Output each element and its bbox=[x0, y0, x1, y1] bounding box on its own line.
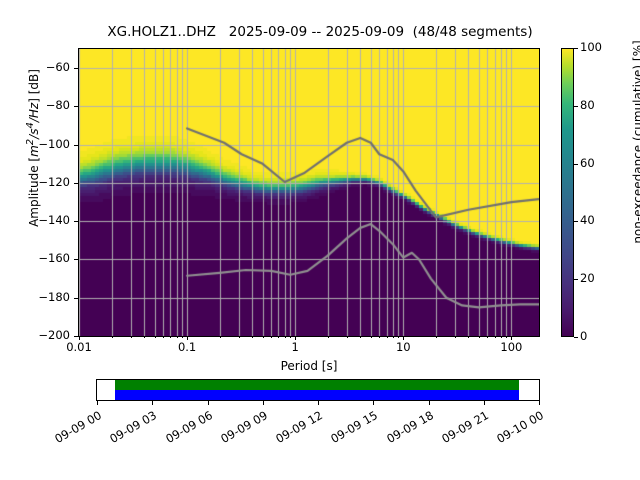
data-coverage-timeline[interactable] bbox=[96, 379, 540, 401]
x-tick-label: 0.01 bbox=[66, 340, 92, 354]
y-tick-mark bbox=[74, 182, 78, 184]
y-tick-mark bbox=[74, 106, 78, 108]
colorbar-tick-label: 40 bbox=[580, 213, 595, 228]
colorbar-tick-label: 60 bbox=[580, 155, 595, 170]
noise-model-canvas bbox=[79, 49, 539, 336]
x-tick-mark-minor bbox=[392, 336, 394, 338]
y-tick-label: −120 bbox=[38, 174, 70, 189]
x-axis-label: Period [s] bbox=[280, 359, 338, 373]
x-tick-mark-minor bbox=[170, 336, 172, 338]
x-tick-mark-minor bbox=[111, 336, 113, 338]
colorbar-tick-mark bbox=[574, 105, 578, 107]
y-tick-label: −200 bbox=[38, 328, 70, 342]
y-tick-label: −80 bbox=[45, 98, 70, 113]
timeline-tick-label: 09-09 12 bbox=[273, 408, 325, 446]
x-tick-mark-minor bbox=[163, 336, 165, 338]
psd-plot-area[interactable] bbox=[78, 48, 540, 337]
timeline-tick-label: 09-09 03 bbox=[107, 408, 160, 446]
timeline-tick-mark bbox=[318, 401, 319, 405]
x-tick-mark-minor bbox=[262, 336, 264, 338]
x-tick-mark-minor bbox=[290, 336, 292, 338]
colorbar-tick-mark bbox=[574, 163, 578, 165]
colorbar-tick-label: 100 bbox=[580, 40, 602, 54]
colorbar-tick-label: 0 bbox=[580, 329, 588, 343]
y-tick-label: −140 bbox=[38, 213, 70, 228]
x-tick-label: 10 bbox=[395, 340, 411, 354]
y-tick-label: −60 bbox=[45, 60, 70, 75]
x-tick-mark bbox=[403, 336, 405, 340]
x-tick-mark bbox=[187, 336, 189, 340]
x-tick-mark-minor bbox=[271, 336, 273, 338]
x-tick-mark-minor bbox=[238, 336, 240, 338]
x-tick-mark-minor bbox=[327, 336, 329, 338]
data-coverage-blue bbox=[115, 390, 520, 400]
timeline-tick-label: 09-09 21 bbox=[438, 408, 491, 446]
timeline-tick-mark bbox=[539, 401, 540, 405]
figure-title: XG.HOLZ1..DHZ 2025-09-09 -- 2025-09-09 (… bbox=[107, 24, 533, 40]
timeline-tick-mark bbox=[483, 401, 485, 405]
colorbar-tick-mark bbox=[574, 221, 578, 223]
y-tick-mark bbox=[74, 68, 78, 70]
x-tick-label: 1 bbox=[291, 340, 299, 354]
colorbar-tick-mark bbox=[574, 279, 578, 281]
x-tick-mark-minor bbox=[284, 336, 286, 338]
colorbar-tick-mark bbox=[574, 337, 578, 338]
timeline-tick-label: 09-09 15 bbox=[328, 408, 381, 446]
x-tick-mark bbox=[295, 336, 297, 340]
x-tick-mark-minor bbox=[468, 336, 470, 338]
x-tick-mark-minor bbox=[435, 336, 437, 338]
timeline-tick-label: 09-09 18 bbox=[383, 408, 436, 446]
x-tick-label: 0.1 bbox=[177, 340, 197, 354]
x-tick-mark bbox=[79, 336, 80, 340]
x-tick-mark-minor bbox=[144, 336, 146, 338]
timeline-tick-mark bbox=[152, 401, 154, 405]
x-tick-mark-minor bbox=[478, 336, 480, 338]
x-tick-mark-minor bbox=[360, 336, 362, 338]
x-tick-mark-minor bbox=[500, 336, 502, 338]
colorbar-tick-label: 20 bbox=[580, 271, 595, 286]
x-tick-mark-minor bbox=[346, 336, 348, 338]
colorbar-tick-label: 80 bbox=[580, 97, 595, 112]
x-tick-mark-minor bbox=[386, 336, 388, 338]
x-tick-mark-minor bbox=[398, 336, 400, 338]
data-coverage-green bbox=[115, 380, 520, 390]
x-tick-mark-minor bbox=[182, 336, 184, 338]
colorbar-tick-mark bbox=[574, 48, 578, 49]
x-tick-mark bbox=[511, 336, 513, 340]
x-tick-mark-minor bbox=[379, 336, 381, 338]
y-tick-label: −180 bbox=[38, 289, 70, 304]
timeline-tick-label: 09-09 09 bbox=[217, 408, 270, 446]
y-tick-mark bbox=[74, 259, 78, 261]
x-tick-mark-minor bbox=[154, 336, 156, 338]
y-tick-mark bbox=[74, 144, 78, 146]
timeline-tick-mark bbox=[373, 401, 375, 405]
x-tick-mark-minor bbox=[370, 336, 372, 338]
x-tick-mark-minor bbox=[252, 336, 254, 338]
timeline-tick-mark bbox=[97, 401, 98, 405]
y-tick-mark bbox=[74, 297, 78, 299]
x-tick-mark-minor bbox=[219, 336, 221, 338]
timeline-tick-label: 09-09 06 bbox=[162, 408, 215, 446]
x-tick-mark-minor bbox=[454, 336, 456, 338]
x-tick-mark-minor bbox=[487, 336, 489, 338]
timeline-tick-label: 09-10 00 bbox=[494, 408, 546, 446]
x-tick-mark-minor bbox=[130, 336, 132, 338]
y-tick-label: −160 bbox=[38, 251, 70, 266]
y-tick-label: −100 bbox=[38, 136, 70, 151]
x-tick-label: 100 bbox=[500, 340, 523, 354]
y-tick-mark bbox=[74, 221, 78, 223]
y-tick-mark bbox=[74, 336, 78, 337]
timeline-tick-mark bbox=[428, 401, 430, 405]
x-tick-mark-minor bbox=[494, 336, 496, 338]
timeline-tick-label: 09-09 00 bbox=[52, 408, 104, 446]
timeline-tick-mark bbox=[207, 401, 209, 405]
colorbar-label: non-exceedance (cumulative) [%] bbox=[631, 40, 640, 244]
timeline-tick-mark bbox=[262, 401, 264, 405]
x-tick-mark-minor bbox=[506, 336, 508, 338]
colorbar[interactable] bbox=[561, 48, 574, 337]
x-tick-mark-minor bbox=[278, 336, 280, 338]
x-tick-mark-minor bbox=[176, 336, 178, 338]
